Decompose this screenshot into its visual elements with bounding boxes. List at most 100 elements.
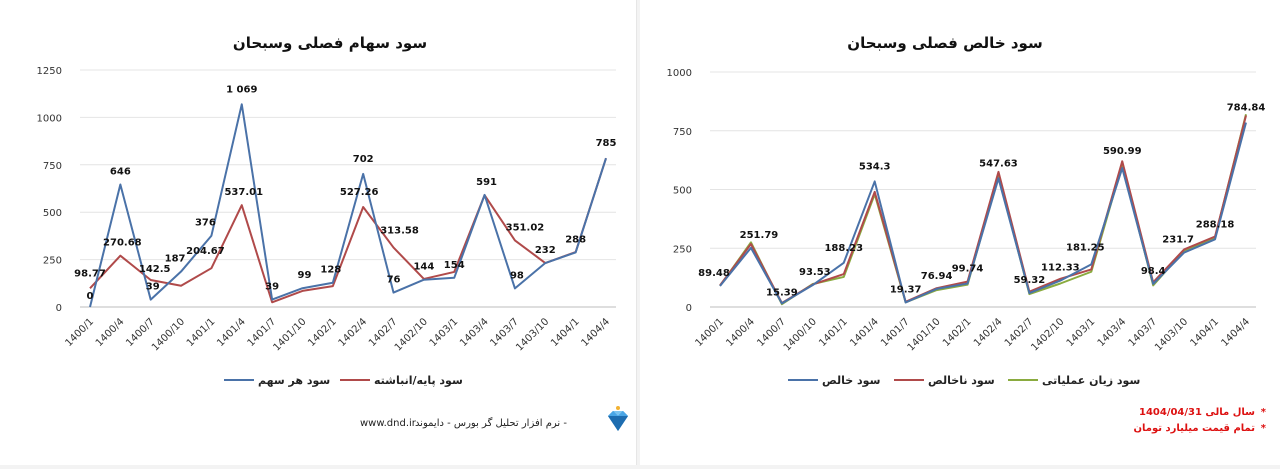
data-label: 99.74	[952, 264, 984, 275]
data-label: 646	[110, 167, 131, 178]
data-label: 784.84	[1227, 103, 1266, 114]
data-label: 39	[146, 282, 160, 293]
net-profit-chart: سود خالص فصلی وسبحان 0 250 500 750 1000 1400…	[667, 34, 1267, 434]
x-tick-label: 1400/10	[782, 316, 819, 353]
series-lines	[719, 114, 1247, 306]
data-label: 187	[165, 254, 186, 265]
x-tick-label: 1401/4	[848, 316, 881, 349]
data-label: 591	[476, 177, 497, 188]
data-label: 98.77	[74, 268, 106, 279]
series-line	[719, 122, 1247, 305]
data-label: 39	[265, 282, 279, 293]
x-tick-label: 1400/10	[150, 316, 187, 353]
x-tick-label: 1404/4	[1219, 316, 1252, 349]
data-label: 590.99	[1103, 146, 1142, 157]
data-label: 19.37	[890, 284, 922, 295]
y-tick-label: 0	[686, 303, 692, 314]
x-tick-label: 1402/4	[337, 316, 370, 349]
footer: www.dnd.ir نرم افزار تحلیل گر بورس - دای…	[360, 406, 628, 431]
dividend-chart: سود سهام فصلی وسبحان 025050075010001250 …	[37, 34, 628, 431]
data-label: 76	[387, 275, 401, 286]
data-label: 1 069	[226, 84, 257, 95]
legend-label-eps: سود هر سهم	[258, 374, 330, 387]
y-tick-label: 1250	[37, 66, 62, 77]
data-label: 534.3	[859, 161, 891, 172]
x-tick-label: 1401/1	[817, 316, 850, 349]
x-tick-label: 1400/1	[63, 316, 96, 349]
data-label: 351.02	[506, 222, 545, 233]
data-label: 98	[510, 270, 524, 281]
note-units: تمام قیمت میلیارد تومان	[1134, 423, 1256, 434]
series-lines	[89, 103, 607, 308]
series-line	[89, 103, 607, 308]
data-label: 181.25	[1066, 242, 1105, 253]
y-tick-label: 0	[56, 303, 62, 314]
grid	[710, 71, 1256, 308]
x-tick-label: 1403/10	[1153, 316, 1190, 353]
y-tick-label: 500	[43, 208, 62, 219]
legend-label-base-eps: سود پایه/انباشته	[374, 374, 463, 387]
x-tick-label: 1401/4	[215, 316, 248, 349]
data-label: 99	[298, 270, 312, 281]
x-axis: 1400/11400/41400/71400/101401/11401/4140…	[693, 316, 1252, 353]
data-label: 232	[535, 245, 556, 256]
x-tick-label: 1400/4	[94, 316, 127, 349]
y-axis: 0 250 500 750 1000	[667, 68, 692, 314]
legend-label-net-profit: سود خالص	[822, 374, 880, 387]
footer-website[interactable]: www.dnd.ir	[360, 418, 417, 429]
data-label: 288.18	[1196, 219, 1235, 230]
x-tick-label: 1401/1	[185, 316, 218, 349]
note-fiscal-year: سال مالی 1404/04/31	[1139, 407, 1255, 418]
data-label: 288	[565, 234, 586, 245]
data-label: 154	[444, 260, 465, 271]
x-tick-label: 1401/10	[906, 316, 943, 353]
x-tick-label: 1404/1	[549, 316, 582, 349]
x-tick-label: 1402/1	[941, 316, 974, 349]
x-tick-label: 1404/4	[579, 316, 612, 349]
y-tick-label: 500	[673, 186, 692, 197]
dividend-chart-panel: سود سهام فصلی وسبحان 0 250 500 750 1000 1250 …	[0, 0, 637, 465]
x-tick-label: 1403/1	[1065, 316, 1098, 349]
x-tick-label: 1403/4	[1096, 316, 1129, 349]
data-label: 527.26	[340, 187, 379, 198]
data-label: 0	[87, 291, 94, 302]
y-tick-label: 750	[673, 127, 692, 138]
data-label: 251.79	[740, 230, 779, 241]
data-label: 313.58	[380, 226, 419, 237]
data-label: 112.33	[1041, 263, 1080, 274]
y-tick-label: 750	[43, 161, 62, 172]
legend-label-operating-profit: سود زیان عملیاتی	[1042, 374, 1140, 387]
chart-title: سود خالص فصلی وسبحان	[847, 34, 1042, 52]
net-profit-chart-panel: سود خالص فصلی وسبحان 0 250 500 750 1000 1400…	[640, 0, 1280, 465]
data-label: 702	[353, 154, 374, 165]
diamond-icon	[608, 406, 628, 431]
data-label: 93.53	[799, 267, 831, 278]
x-axis: 1400/11400/41400/71400/101401/11401/4140…	[63, 316, 612, 353]
data-label: 537.01	[224, 187, 263, 198]
grid	[80, 69, 616, 308]
data-label: 785	[596, 138, 617, 149]
x-tick-label: 1403/1	[428, 316, 461, 349]
footer-brand-text: نرم افزار تحلیل گر بورس - دایموند -	[415, 417, 567, 429]
data-label: 376	[195, 218, 216, 229]
x-tick-label: 1404/1	[1189, 316, 1222, 349]
y-tick-label: 250	[43, 256, 62, 267]
x-tick-label: 1403/10	[514, 316, 551, 353]
x-tick-label: 1401/10	[271, 316, 308, 353]
data-label: 547.63	[979, 158, 1018, 169]
x-tick-label: 1400/4	[724, 316, 757, 349]
y-tick-label: 1000	[37, 113, 62, 124]
data-label: 231.7	[1162, 235, 1194, 246]
legend-label-gross-profit: سود ناخالص	[928, 374, 995, 387]
data-label: 98.4	[1141, 266, 1166, 277]
note-bullet-2: *	[1261, 423, 1267, 434]
y-tick-label: 1000	[667, 68, 692, 79]
x-tick-label: 1402/1	[306, 316, 339, 349]
x-tick-label: 1402/4	[972, 316, 1005, 349]
data-label: 204.67	[186, 246, 225, 257]
notes: * سال مالی 1404/04/31 * تمام قیمت میلیار…	[1134, 407, 1267, 434]
data-label: 59.32	[1014, 275, 1046, 286]
x-tick-label: 1400/1	[693, 316, 726, 349]
legend: سود هر سهم سود پایه/انباشته	[224, 374, 463, 387]
